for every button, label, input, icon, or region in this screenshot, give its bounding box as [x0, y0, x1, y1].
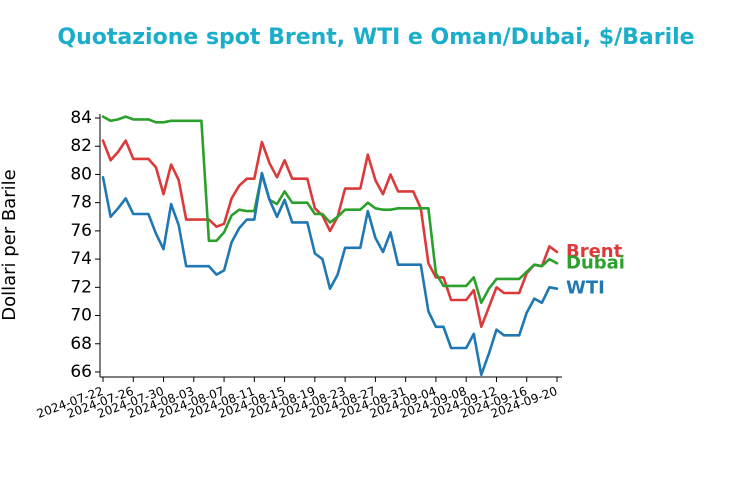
series-line — [101, 115, 559, 305]
series-label: Dubai — [566, 252, 625, 273]
series-line — [101, 171, 559, 377]
series-line — [101, 139, 559, 329]
y-tick-label: 76 — [70, 221, 92, 241]
series-label: WTI — [566, 278, 605, 299]
y-tick-label: 72 — [70, 277, 92, 297]
y-tick-label: 74 — [70, 249, 92, 269]
y-tick-label: 70 — [70, 306, 92, 326]
y-tick-label: 68 — [70, 334, 92, 354]
y-axis-label: Dollari per Barile — [0, 169, 20, 321]
y-tick-label: 78 — [70, 193, 92, 213]
y-tick-label: 82 — [70, 136, 92, 156]
y-tick-label: 66 — [70, 362, 92, 382]
y-tick-label: 84 — [70, 108, 92, 128]
series-label: Brent — [566, 241, 623, 262]
chart-title: Quotazione spot Brent, WTI e Oman/Dubai,… — [57, 25, 694, 50]
y-tick-label: 80 — [70, 164, 92, 184]
